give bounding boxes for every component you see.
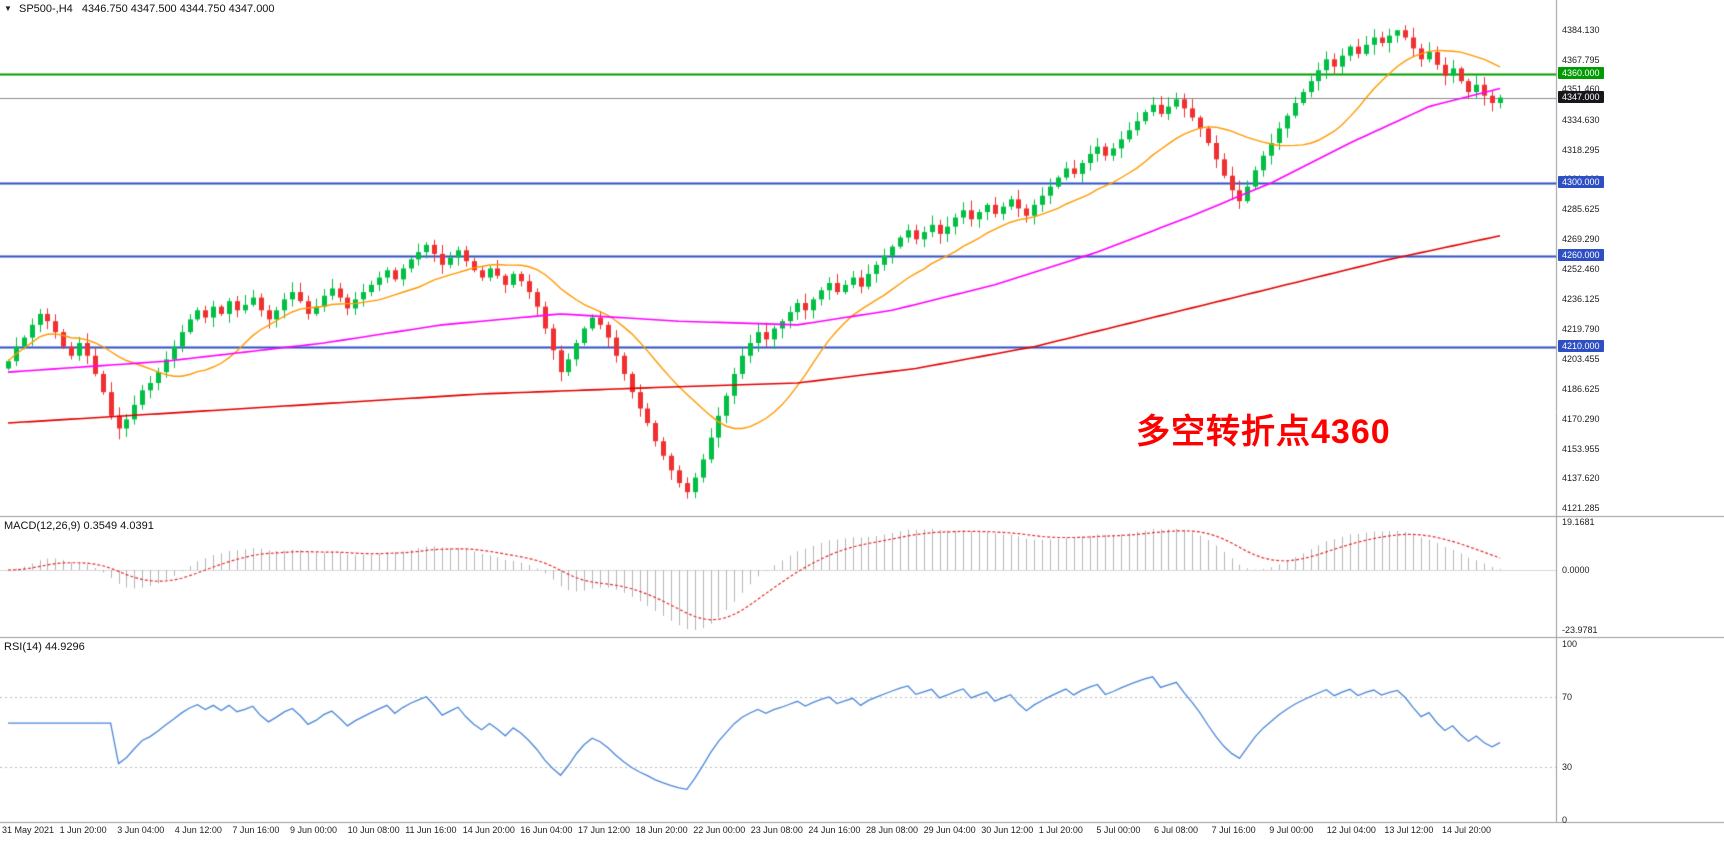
rsi-indicator-label: RSI(14) 44.9296 bbox=[4, 641, 85, 653]
price-tick: -23.9781 bbox=[1562, 624, 1598, 635]
time-label: 17 Jun 12:00 bbox=[578, 825, 631, 835]
hline-price-tag: 4300.000 bbox=[1558, 175, 1604, 188]
price-tick: 4153.955 bbox=[1562, 443, 1600, 454]
time-label: 28 Jun 08:00 bbox=[866, 825, 919, 835]
chart-title: ▼ SP500-,H4 4346.750 4347.500 4344.750 4… bbox=[4, 3, 275, 15]
price-tick: 4351.460 bbox=[1562, 84, 1600, 95]
time-label: 13 Jul 12:00 bbox=[1384, 825, 1434, 835]
time-label: 7 Jul 16:00 bbox=[1211, 825, 1256, 835]
time-label: 12 Jul 04:00 bbox=[1326, 825, 1376, 835]
price-tick: 4219.790 bbox=[1562, 323, 1600, 334]
price-tick: 4285.625 bbox=[1562, 204, 1600, 215]
symbol-period-label: SP500-,H4 bbox=[18, 3, 73, 15]
time-label: 31 May 2021 bbox=[2, 825, 55, 835]
time-label: 5 Jul 00:00 bbox=[1096, 825, 1141, 835]
hline-price-tag: 4260.000 bbox=[1558, 248, 1604, 261]
time-label: 6 Jul 08:00 bbox=[1154, 825, 1199, 835]
time-label: 24 Jun 16:00 bbox=[808, 825, 861, 835]
price-tick: 4269.290 bbox=[1562, 233, 1600, 244]
price-tick: 4170.290 bbox=[1562, 413, 1600, 424]
hline-price-tag: 4347.000 bbox=[1558, 90, 1604, 103]
time-axis: 31 May 2021 1 Jun 20:00 3 Jun 04:00 4 Jun 1… bbox=[0, 825, 1556, 843]
time-label: 14 Jun 20:00 bbox=[462, 825, 515, 835]
price-tick: 4236.125 bbox=[1562, 294, 1600, 305]
macd-indicator-label: MACD(12,26,9) 0.3549 4.0391 bbox=[4, 520, 154, 532]
time-label: 1 Jul 20:00 bbox=[1038, 825, 1083, 835]
collapse-triangle-icon[interactable]: ▼ bbox=[4, 4, 12, 13]
price-tick: 0 bbox=[1562, 815, 1568, 825]
price-tick: 70 bbox=[1562, 691, 1573, 702]
time-label: 23 Jun 08:00 bbox=[750, 825, 803, 835]
time-label: 30 Jun 12:00 bbox=[981, 825, 1034, 835]
price-tick: 100 bbox=[1562, 639, 1578, 649]
price-tick: 4137.620 bbox=[1562, 473, 1600, 484]
hline-price-tag: 4210.000 bbox=[1558, 339, 1604, 352]
time-label: 14 Jul 20:00 bbox=[1442, 825, 1492, 835]
price-tick: 4186.625 bbox=[1562, 384, 1600, 395]
time-label: 18 Jun 20:00 bbox=[635, 825, 688, 835]
price-tick: 4367.795 bbox=[1562, 54, 1600, 65]
time-label: 3 Jun 04:00 bbox=[117, 825, 165, 835]
time-label: 7 Jun 16:00 bbox=[232, 825, 280, 835]
price-tick: 4334.630 bbox=[1562, 115, 1600, 126]
price-tick: 19.1681 bbox=[1562, 517, 1595, 528]
price-tick: 4203.455 bbox=[1562, 353, 1600, 364]
price-tick: 4252.460 bbox=[1562, 264, 1600, 275]
price-tick: 4384.130 bbox=[1562, 25, 1600, 35]
time-label: 22 Jun 00:00 bbox=[693, 825, 746, 835]
price-tick: 0.0000 bbox=[1562, 565, 1590, 575]
time-label: 10 Jun 08:00 bbox=[347, 825, 400, 835]
time-label: 9 Jul 00:00 bbox=[1269, 825, 1314, 835]
hline-price-tag: 4360.000 bbox=[1558, 66, 1604, 79]
price-tick: 4121.285 bbox=[1562, 503, 1600, 513]
time-label: 29 Jun 04:00 bbox=[923, 825, 976, 835]
price-scale: 4384.130 4367.795 4351.460 4334.630 4318.295… bbox=[1556, 0, 1724, 843]
price-tick: 4318.295 bbox=[1562, 144, 1600, 155]
ohlc-values: 4346.750 4347.500 4344.750 4347.000 bbox=[81, 3, 275, 15]
time-label: 4 Jun 12:00 bbox=[174, 825, 222, 835]
time-label: 9 Jun 00:00 bbox=[290, 825, 338, 835]
time-label: 11 Jun 16:00 bbox=[405, 825, 457, 835]
price-tick: 30 bbox=[1562, 762, 1573, 773]
time-label: 16 Jun 04:00 bbox=[520, 825, 573, 835]
annotation-text[interactable]: 多空转折点4360 bbox=[1136, 413, 1391, 451]
time-label: 1 Jun 20:00 bbox=[59, 825, 107, 835]
